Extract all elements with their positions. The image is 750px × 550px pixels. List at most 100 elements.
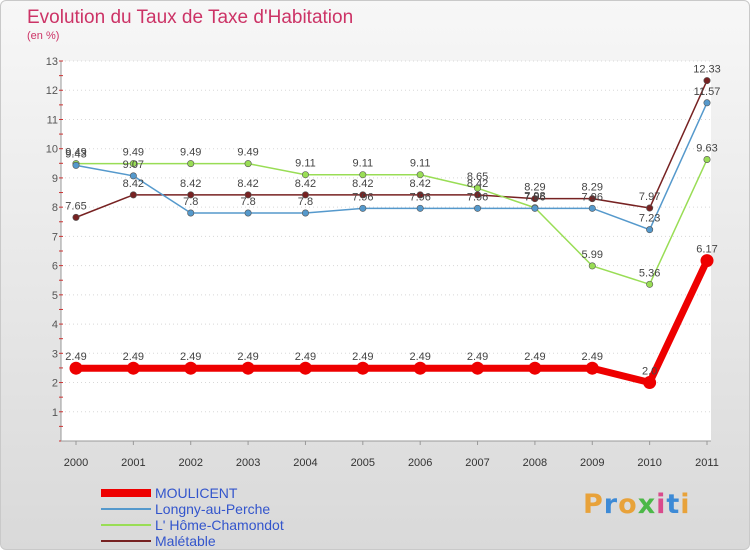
data-point <box>301 171 309 179</box>
data-point <box>474 184 482 192</box>
legend-swatch <box>101 540 151 542</box>
logo-letter: i <box>680 489 691 520</box>
data-label: 11.57 <box>694 86 721 98</box>
data-label: 12.33 <box>693 64 721 76</box>
series-line-4 <box>75 80 708 219</box>
data-point <box>72 213 80 221</box>
data-point <box>413 361 427 375</box>
x-tick-label: 2006 <box>408 457 432 469</box>
data-label: 7.96 <box>409 191 430 203</box>
y-tick-label: 10 <box>46 144 58 156</box>
data-label: 2.49 <box>65 351 86 363</box>
data-point <box>585 361 599 375</box>
x-tick-label: 2001 <box>121 457 145 469</box>
logo-letter: x <box>637 489 657 520</box>
data-label: 8.42 <box>123 178 144 190</box>
data-point <box>700 254 714 268</box>
data-point <box>356 361 370 375</box>
y-tick-label: 5 <box>52 290 58 302</box>
series-line-3 <box>76 159 708 286</box>
data-label: 5.99 <box>582 249 603 261</box>
data-point <box>643 376 657 390</box>
data-point <box>588 262 596 270</box>
data-label: 2.49 <box>123 351 144 363</box>
data-point <box>244 209 252 217</box>
data-point <box>531 195 539 203</box>
data-label: 2.49 <box>409 351 430 363</box>
data-label: 6.17 <box>696 244 717 256</box>
data-point <box>416 191 424 199</box>
data-label: 2.49 <box>467 351 488 363</box>
y-tick-label: 2 <box>52 378 58 390</box>
data-label: 8.29 <box>524 182 545 194</box>
legend-label: L' Hôme-Chamondot <box>155 517 284 533</box>
x-tick-label: 2000 <box>64 457 88 469</box>
data-label: 2.49 <box>582 351 603 363</box>
data-point <box>471 361 485 375</box>
data-point <box>129 191 137 199</box>
chart-subtitle: (en %) <box>27 30 60 42</box>
data-point <box>244 191 252 199</box>
data-point <box>129 172 137 180</box>
data-point <box>359 204 367 212</box>
logo-letter: i <box>656 489 667 520</box>
x-tick-label: 2007 <box>465 457 489 469</box>
legend-label: Longny-au-Perche <box>155 501 271 517</box>
data-point <box>129 160 137 168</box>
x-tick-label: 2011 <box>695 457 719 469</box>
data-label: 7.23 <box>639 213 660 225</box>
data-label: 8.42 <box>352 178 373 190</box>
data-point <box>646 226 654 234</box>
data-label: 2.49 <box>237 351 258 363</box>
x-tick-label: 2005 <box>351 457 375 469</box>
data-label: 2.49 <box>180 351 201 363</box>
x-tick-label: 2003 <box>236 457 260 469</box>
logo-letter: P <box>583 489 604 520</box>
data-point <box>703 156 711 164</box>
x-tick-label: 2002 <box>178 457 202 469</box>
x-tick-label: 2009 <box>580 457 604 469</box>
data-label: 9.43 <box>65 148 86 160</box>
data-point <box>187 209 195 217</box>
data-point <box>187 191 195 199</box>
data-point <box>416 204 424 212</box>
data-label: 5.36 <box>639 267 660 279</box>
logo-letter: r <box>603 489 619 520</box>
y-tick-label: 13 <box>46 56 58 68</box>
data-label: 7.8 <box>183 196 198 208</box>
data-label: 8.65 <box>467 171 488 183</box>
data-point <box>474 191 482 199</box>
data-label: 7.96 <box>352 191 373 203</box>
data-point <box>416 171 424 179</box>
data-point <box>184 361 198 375</box>
data-label: 8.42 <box>237 178 258 190</box>
data-point <box>528 361 542 375</box>
data-point <box>69 361 83 375</box>
data-point <box>646 280 654 288</box>
data-point <box>359 171 367 179</box>
data-label: 2.49 <box>295 351 316 363</box>
chart-title: Evolution du Taux de Taxe d'Habitation <box>27 7 354 28</box>
legend-swatch <box>101 508 151 510</box>
legend-label: MOULICENT <box>155 485 238 501</box>
data-label: 9.11 <box>410 158 431 170</box>
data-label: 9.49 <box>180 147 201 159</box>
data-label: 7.97 <box>639 191 660 203</box>
data-label: 8.42 <box>295 178 316 190</box>
data-point <box>298 361 312 375</box>
data-point <box>703 99 711 107</box>
data-point <box>703 77 711 85</box>
y-tick-label: 1 <box>52 407 58 419</box>
data-label: 7.8 <box>240 196 255 208</box>
data-label: 7.96 <box>467 191 488 203</box>
data-point <box>646 204 654 212</box>
data-point <box>359 191 367 199</box>
data-point <box>301 191 309 199</box>
data-label: 9.49 <box>65 147 86 159</box>
data-label: 2.49 <box>352 351 373 363</box>
data-label: 9.11 <box>295 158 316 170</box>
data-point <box>72 161 80 169</box>
data-label: 7.96 <box>524 191 545 203</box>
data-point <box>244 160 252 168</box>
